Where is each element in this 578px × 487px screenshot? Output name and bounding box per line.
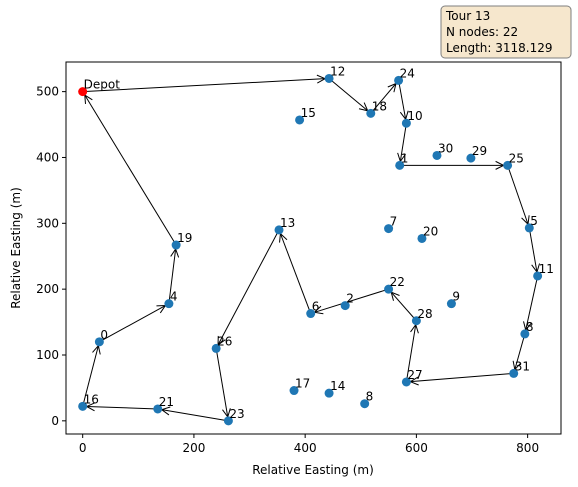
- node-label: 21: [159, 395, 174, 409]
- node-label: 14: [330, 379, 345, 393]
- info-length: Length: 3118.129: [446, 41, 553, 55]
- node-label: 20: [423, 224, 438, 238]
- x-tick-label: 400: [294, 441, 317, 455]
- info-box: Tour 13 N nodes: 22 Length: 3118.129: [441, 6, 571, 58]
- x-tick-label: 0: [79, 441, 87, 455]
- x-tick-label: 600: [405, 441, 428, 455]
- info-title: Tour 13: [445, 9, 490, 23]
- node-label: 19: [177, 231, 192, 245]
- x-tick-label: 800: [516, 441, 539, 455]
- node-label: 29: [472, 144, 487, 158]
- node-label: 5: [530, 214, 538, 228]
- x-axis-label: Relative Easting (m): [252, 463, 374, 477]
- node-label: 4: [170, 290, 178, 304]
- node-label: 13: [280, 216, 295, 230]
- node-label: 30: [438, 141, 453, 155]
- node-label: 27: [407, 368, 422, 382]
- node-label: 12: [330, 64, 345, 78]
- node-label: 7: [390, 215, 398, 229]
- node-label: 8: [366, 390, 374, 404]
- node-label: 23: [229, 407, 244, 421]
- x-ticks: 0 200 400 600 800: [79, 434, 539, 455]
- node-label: 18: [372, 99, 387, 113]
- node-label: 22: [390, 275, 405, 289]
- y-tick-label: 400: [36, 150, 59, 164]
- node-label: 11: [539, 262, 554, 276]
- node-label: 6: [312, 300, 320, 314]
- node-label: 10: [407, 109, 422, 123]
- node-label: 16: [84, 392, 99, 406]
- y-ticks: 0 100 200 300 400 500: [36, 85, 66, 428]
- depot-label: Depot: [84, 78, 121, 92]
- node-label: 9: [452, 290, 460, 304]
- y-tick-label: 500: [36, 85, 59, 99]
- y-tick-label: 300: [36, 216, 59, 230]
- node-label: 25: [509, 151, 524, 165]
- node-label: 1: [401, 151, 409, 165]
- node-label: 0: [100, 328, 108, 342]
- node-label: 31: [515, 359, 530, 373]
- x-tick-label: 200: [182, 441, 205, 455]
- node-label: 26: [217, 334, 232, 348]
- node-label: 15: [301, 106, 316, 120]
- node-label: 24: [400, 66, 415, 80]
- node-label: 2: [346, 292, 354, 306]
- node-label: 17: [295, 377, 310, 391]
- y-tick-label: 100: [36, 348, 59, 362]
- node-label: 28: [417, 307, 432, 321]
- node-label: 8: [526, 320, 534, 334]
- y-tick-label: 200: [36, 282, 59, 296]
- info-node-count: N nodes: 22: [446, 25, 518, 39]
- y-tick-label: 0: [51, 414, 59, 428]
- y-axis-label: Relative Easting (m): [9, 187, 23, 309]
